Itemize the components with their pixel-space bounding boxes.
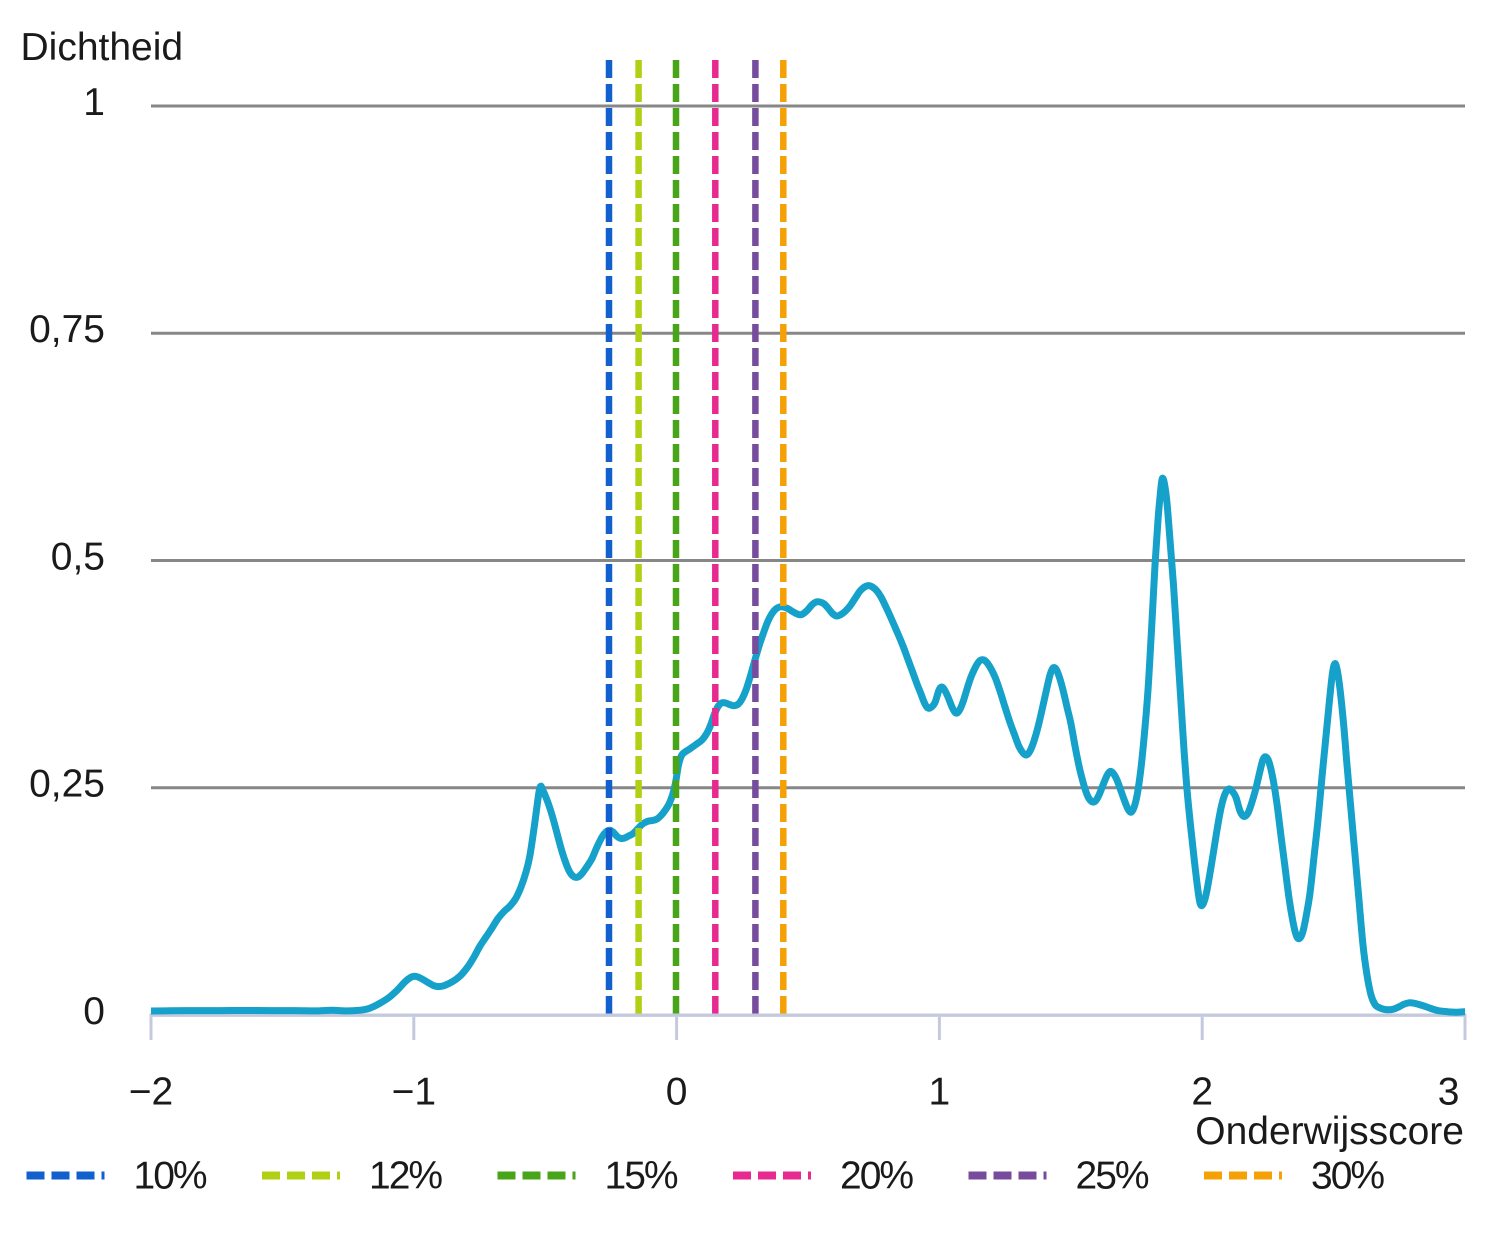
svg-text:0,75: 0,75 xyxy=(29,308,105,351)
svg-text:3: 3 xyxy=(1438,1070,1460,1113)
svg-text:0: 0 xyxy=(666,1070,688,1113)
svg-text:15%: 15% xyxy=(605,1155,678,1198)
svg-text:0,5: 0,5 xyxy=(51,535,105,578)
svg-text:2: 2 xyxy=(1191,1070,1213,1113)
svg-text:25%: 25% xyxy=(1076,1155,1149,1198)
svg-text:10%: 10% xyxy=(134,1155,207,1198)
svg-text:Onderwijsscore: Onderwijsscore xyxy=(1195,1110,1464,1153)
svg-text:30%: 30% xyxy=(1311,1155,1384,1198)
svg-text:−1: −1 xyxy=(392,1070,436,1113)
svg-text:−2: −2 xyxy=(129,1070,173,1113)
svg-text:12%: 12% xyxy=(369,1155,442,1198)
svg-text:1: 1 xyxy=(929,1070,951,1113)
svg-text:1: 1 xyxy=(83,81,105,124)
svg-text:Dichtheid: Dichtheid xyxy=(21,26,184,69)
svg-text:20%: 20% xyxy=(840,1155,913,1198)
svg-text:0,25: 0,25 xyxy=(29,763,105,806)
svg-text:0: 0 xyxy=(83,990,105,1033)
